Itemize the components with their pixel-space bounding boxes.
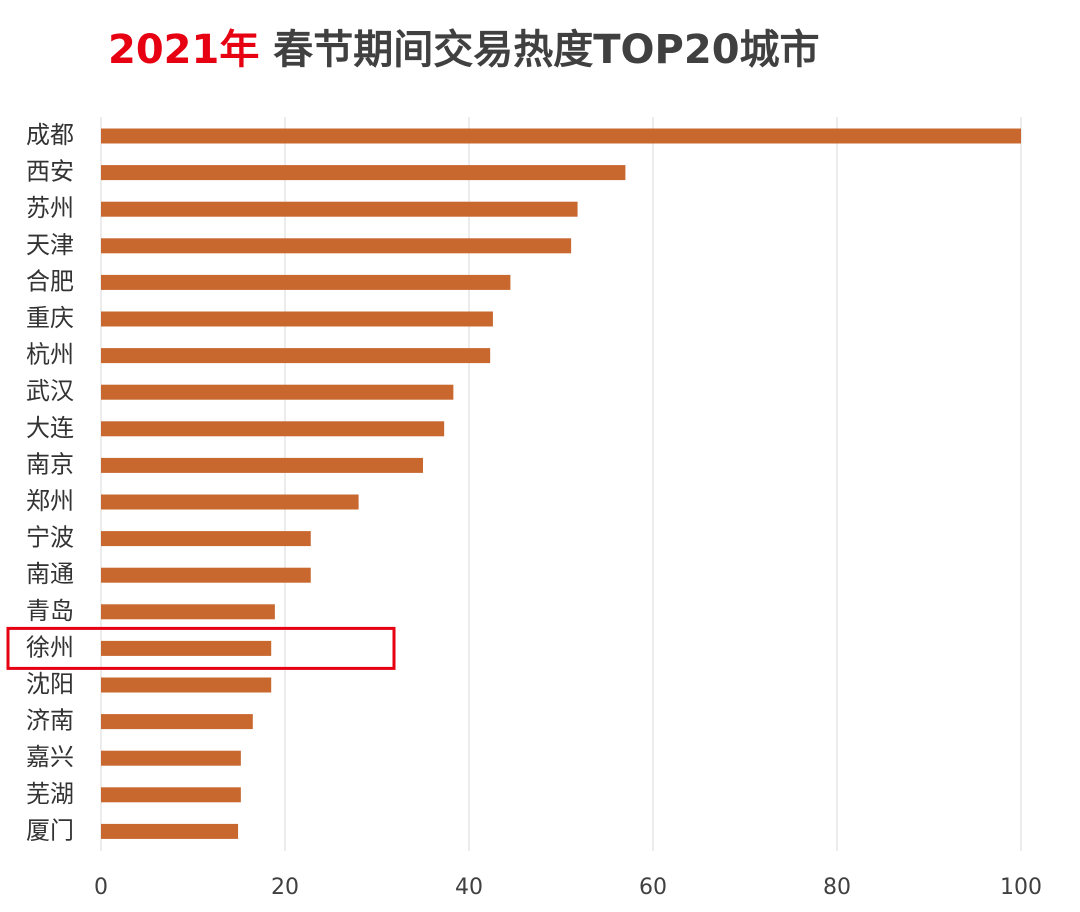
- bar-宁波: [101, 531, 311, 547]
- x-tick-label: 0: [94, 875, 108, 900]
- category-label: 南通: [26, 560, 74, 588]
- category-label: 宁波: [26, 524, 74, 552]
- x-tick-label: 80: [823, 875, 851, 900]
- x-tick-label: 100: [1000, 875, 1042, 900]
- chart-title: 2021年 春节期间交易热度TOP20城市: [108, 22, 820, 78]
- bar-南通: [101, 567, 311, 583]
- bar-厦门: [101, 823, 239, 839]
- bar-成都: [101, 128, 1021, 144]
- category-label: 郑州: [26, 487, 74, 515]
- bar-杭州: [101, 348, 491, 364]
- bar-沈阳: [101, 677, 272, 693]
- category-label: 徐州: [26, 633, 74, 661]
- category-label: 天津: [26, 231, 74, 259]
- category-label: 成都: [26, 121, 74, 149]
- category-label: 济南: [26, 707, 74, 735]
- gridlines: [100, 117, 1022, 851]
- x-tick-label: 20: [271, 875, 299, 900]
- category-label: 南京: [26, 450, 74, 478]
- x-axis-ticks: 0 20 40 60 80 100: [94, 875, 1042, 900]
- category-label: 重庆: [26, 304, 74, 332]
- bar-南京: [101, 457, 423, 473]
- bar-苏州: [101, 201, 578, 217]
- bar-徐州: [101, 640, 272, 656]
- category-label: 杭州: [26, 341, 74, 369]
- bar-嘉兴: [101, 750, 241, 766]
- bar-郑州: [101, 494, 359, 510]
- bar-西安: [101, 165, 626, 181]
- category-label: 厦门: [26, 816, 74, 844]
- category-label: 武汉: [26, 377, 74, 405]
- x-tick-label: 40: [455, 875, 483, 900]
- bar-武汉: [101, 384, 454, 400]
- highlight-layer: [6, 626, 396, 670]
- bar-青岛: [101, 604, 275, 620]
- bar-重庆: [101, 311, 493, 327]
- chart-title-main: 春节期间交易热度TOP20城市: [273, 27, 820, 73]
- category-label: 青岛: [26, 597, 74, 625]
- bar-济南: [101, 714, 253, 730]
- bar-天津: [101, 238, 572, 254]
- category-label: 沈阳: [26, 670, 74, 698]
- bar-芜湖: [101, 787, 241, 803]
- bar-合肥: [101, 274, 511, 290]
- category-label: 嘉兴: [26, 743, 74, 771]
- bar-大连: [101, 421, 445, 437]
- highlight-box: [6, 626, 396, 670]
- category-label: 合肥: [26, 267, 74, 295]
- chart-title-year: 2021年: [108, 27, 260, 73]
- x-tick-label: 60: [639, 875, 667, 900]
- category-label: 芜湖: [26, 780, 74, 808]
- category-label: 西安: [26, 158, 74, 186]
- category-label: 苏州: [26, 194, 74, 222]
- category-label: 大连: [26, 414, 74, 442]
- bars: [101, 128, 1021, 839]
